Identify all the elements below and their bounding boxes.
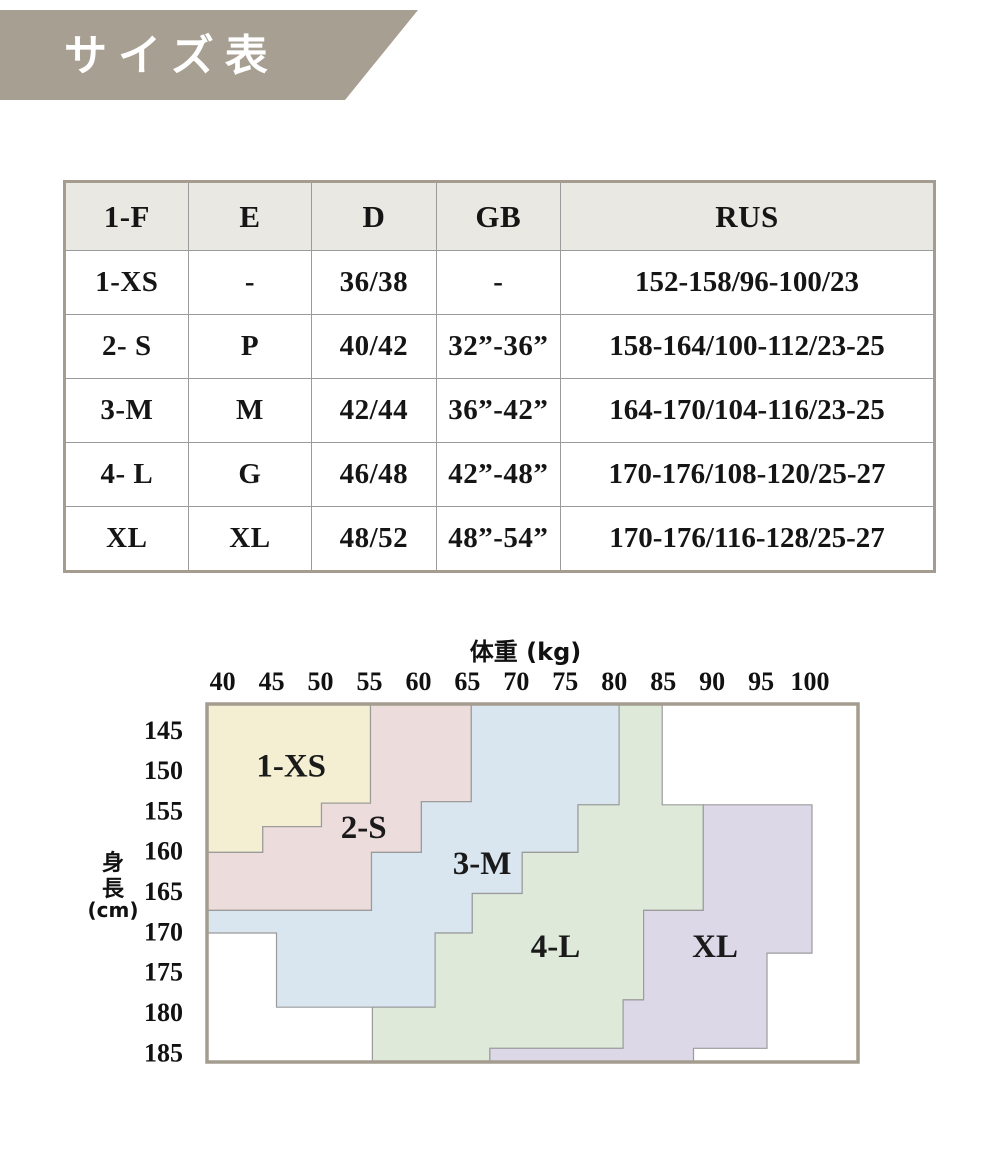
table-cell: 48”-54”	[435, 506, 562, 572]
x-tick-label: 80	[601, 667, 627, 696]
table-cell: 42”-48”	[435, 442, 562, 507]
x-tick-label: 60	[405, 667, 431, 696]
table-cell: 48/52	[311, 506, 437, 572]
table-cell: 164-170/104-116/23-25	[560, 378, 935, 443]
table-cell: 152-158/96-100/23	[560, 250, 935, 315]
x-tick-label: 85	[650, 667, 676, 696]
y-tick-label: 145	[144, 716, 183, 745]
column-header: RUS	[560, 181, 935, 251]
page-title: サイズ表	[64, 31, 279, 82]
x-axis-title: 体重 (kg)	[470, 638, 581, 666]
table-cell: 40/42	[311, 314, 437, 379]
table-cell: 36/38	[311, 250, 437, 315]
y-axis-title: 長	[102, 877, 125, 902]
table-cell: M	[187, 378, 313, 443]
page-banner: サイズ表	[0, 10, 418, 100]
table-cell: 46/48	[311, 442, 437, 507]
x-tick-label: 50	[308, 667, 334, 696]
column-header: GB	[435, 181, 562, 251]
size-table-body: 1-XS -36/38-152-158/96-100/23 2- S P 40/42 32…	[64, 250, 935, 572]
table-cell: 170-176/108-120/25-27	[560, 442, 935, 507]
region-label: 3-M	[453, 846, 512, 882]
y-axis-title: 身	[102, 850, 124, 876]
y-tick-label: 175	[144, 958, 183, 987]
table-cell: G	[187, 442, 313, 507]
table-cell: 158-164/100-112/23-25	[560, 314, 935, 379]
table-cell: P	[187, 314, 313, 379]
column-header: 1-F	[64, 181, 189, 251]
table-cell: 2- S	[64, 314, 189, 379]
region-label: 4-L	[531, 929, 581, 965]
y-tick-label: 170	[144, 917, 183, 946]
table-cell: -	[187, 250, 313, 315]
table-row: XL XL 48/52 48”-54” 170-176/116-128/25-27	[64, 506, 935, 572]
size-chart: 1-XS 2-S 3-M 4-L XL 体重 (kg) 40 45 50 55 60 65 70 75 80…	[88, 638, 860, 1067]
x-tick-label: 75	[552, 667, 578, 696]
x-tick-label: 90	[699, 667, 725, 696]
size-table-header-row: 1-F E D GB RUS	[64, 181, 935, 251]
table-cell: 3-M	[64, 378, 189, 443]
plot-border	[205, 702, 860, 1064]
region-label: 1-XS	[256, 748, 326, 784]
y-tick-label: 180	[144, 998, 183, 1027]
y-tick-label: 155	[144, 796, 183, 825]
x-tick-label: 95	[748, 667, 774, 696]
column-header: D	[311, 181, 437, 251]
table-cell: XL	[64, 506, 189, 572]
table-row: 3-M M 42/44 36”-42” 164-170/104-116/23-25	[64, 378, 935, 443]
table-cell: -	[435, 250, 562, 315]
table-cell: 42/44	[311, 378, 437, 443]
table-row: 4- L G 46/48 42”-48” 170-176/108-120/25-27	[64, 442, 935, 507]
table-cell: 170-176/116-128/25-27	[560, 506, 935, 572]
y-tick-label: 160	[144, 837, 183, 866]
table-cell: XL	[187, 506, 313, 572]
y-tick-label: 165	[144, 877, 183, 906]
table-cell: 32”-36”	[435, 314, 562, 379]
column-header: E	[187, 181, 313, 251]
table-cell: 36”-42”	[435, 378, 562, 443]
x-tick-label: 45	[259, 667, 285, 696]
x-tick-label: 40	[210, 667, 236, 696]
table-cell: 4- L	[64, 442, 189, 507]
region-label: XL	[692, 929, 738, 965]
y-axis-unit: (cm)	[88, 898, 139, 922]
table-row: 2- S P 40/42 32”-36” 158-164/100-112/23-25	[64, 314, 935, 379]
table-row: 1-XS -36/38-152-158/96-100/23	[64, 250, 935, 315]
table-cell: 1-XS	[64, 250, 189, 315]
y-tick-label: 185	[144, 1038, 183, 1067]
y-tick-label: 150	[144, 756, 183, 785]
x-tick-label: 70	[503, 667, 529, 696]
size-table: 1-F E D GB RUS 1-XS -36/38-152-158/96-100/23 2…	[63, 180, 936, 573]
x-tick-label: 100	[791, 667, 830, 696]
region-label: 2-S	[341, 810, 387, 846]
x-tick-label: 65	[454, 667, 480, 696]
x-tick-label: 55	[357, 667, 383, 696]
